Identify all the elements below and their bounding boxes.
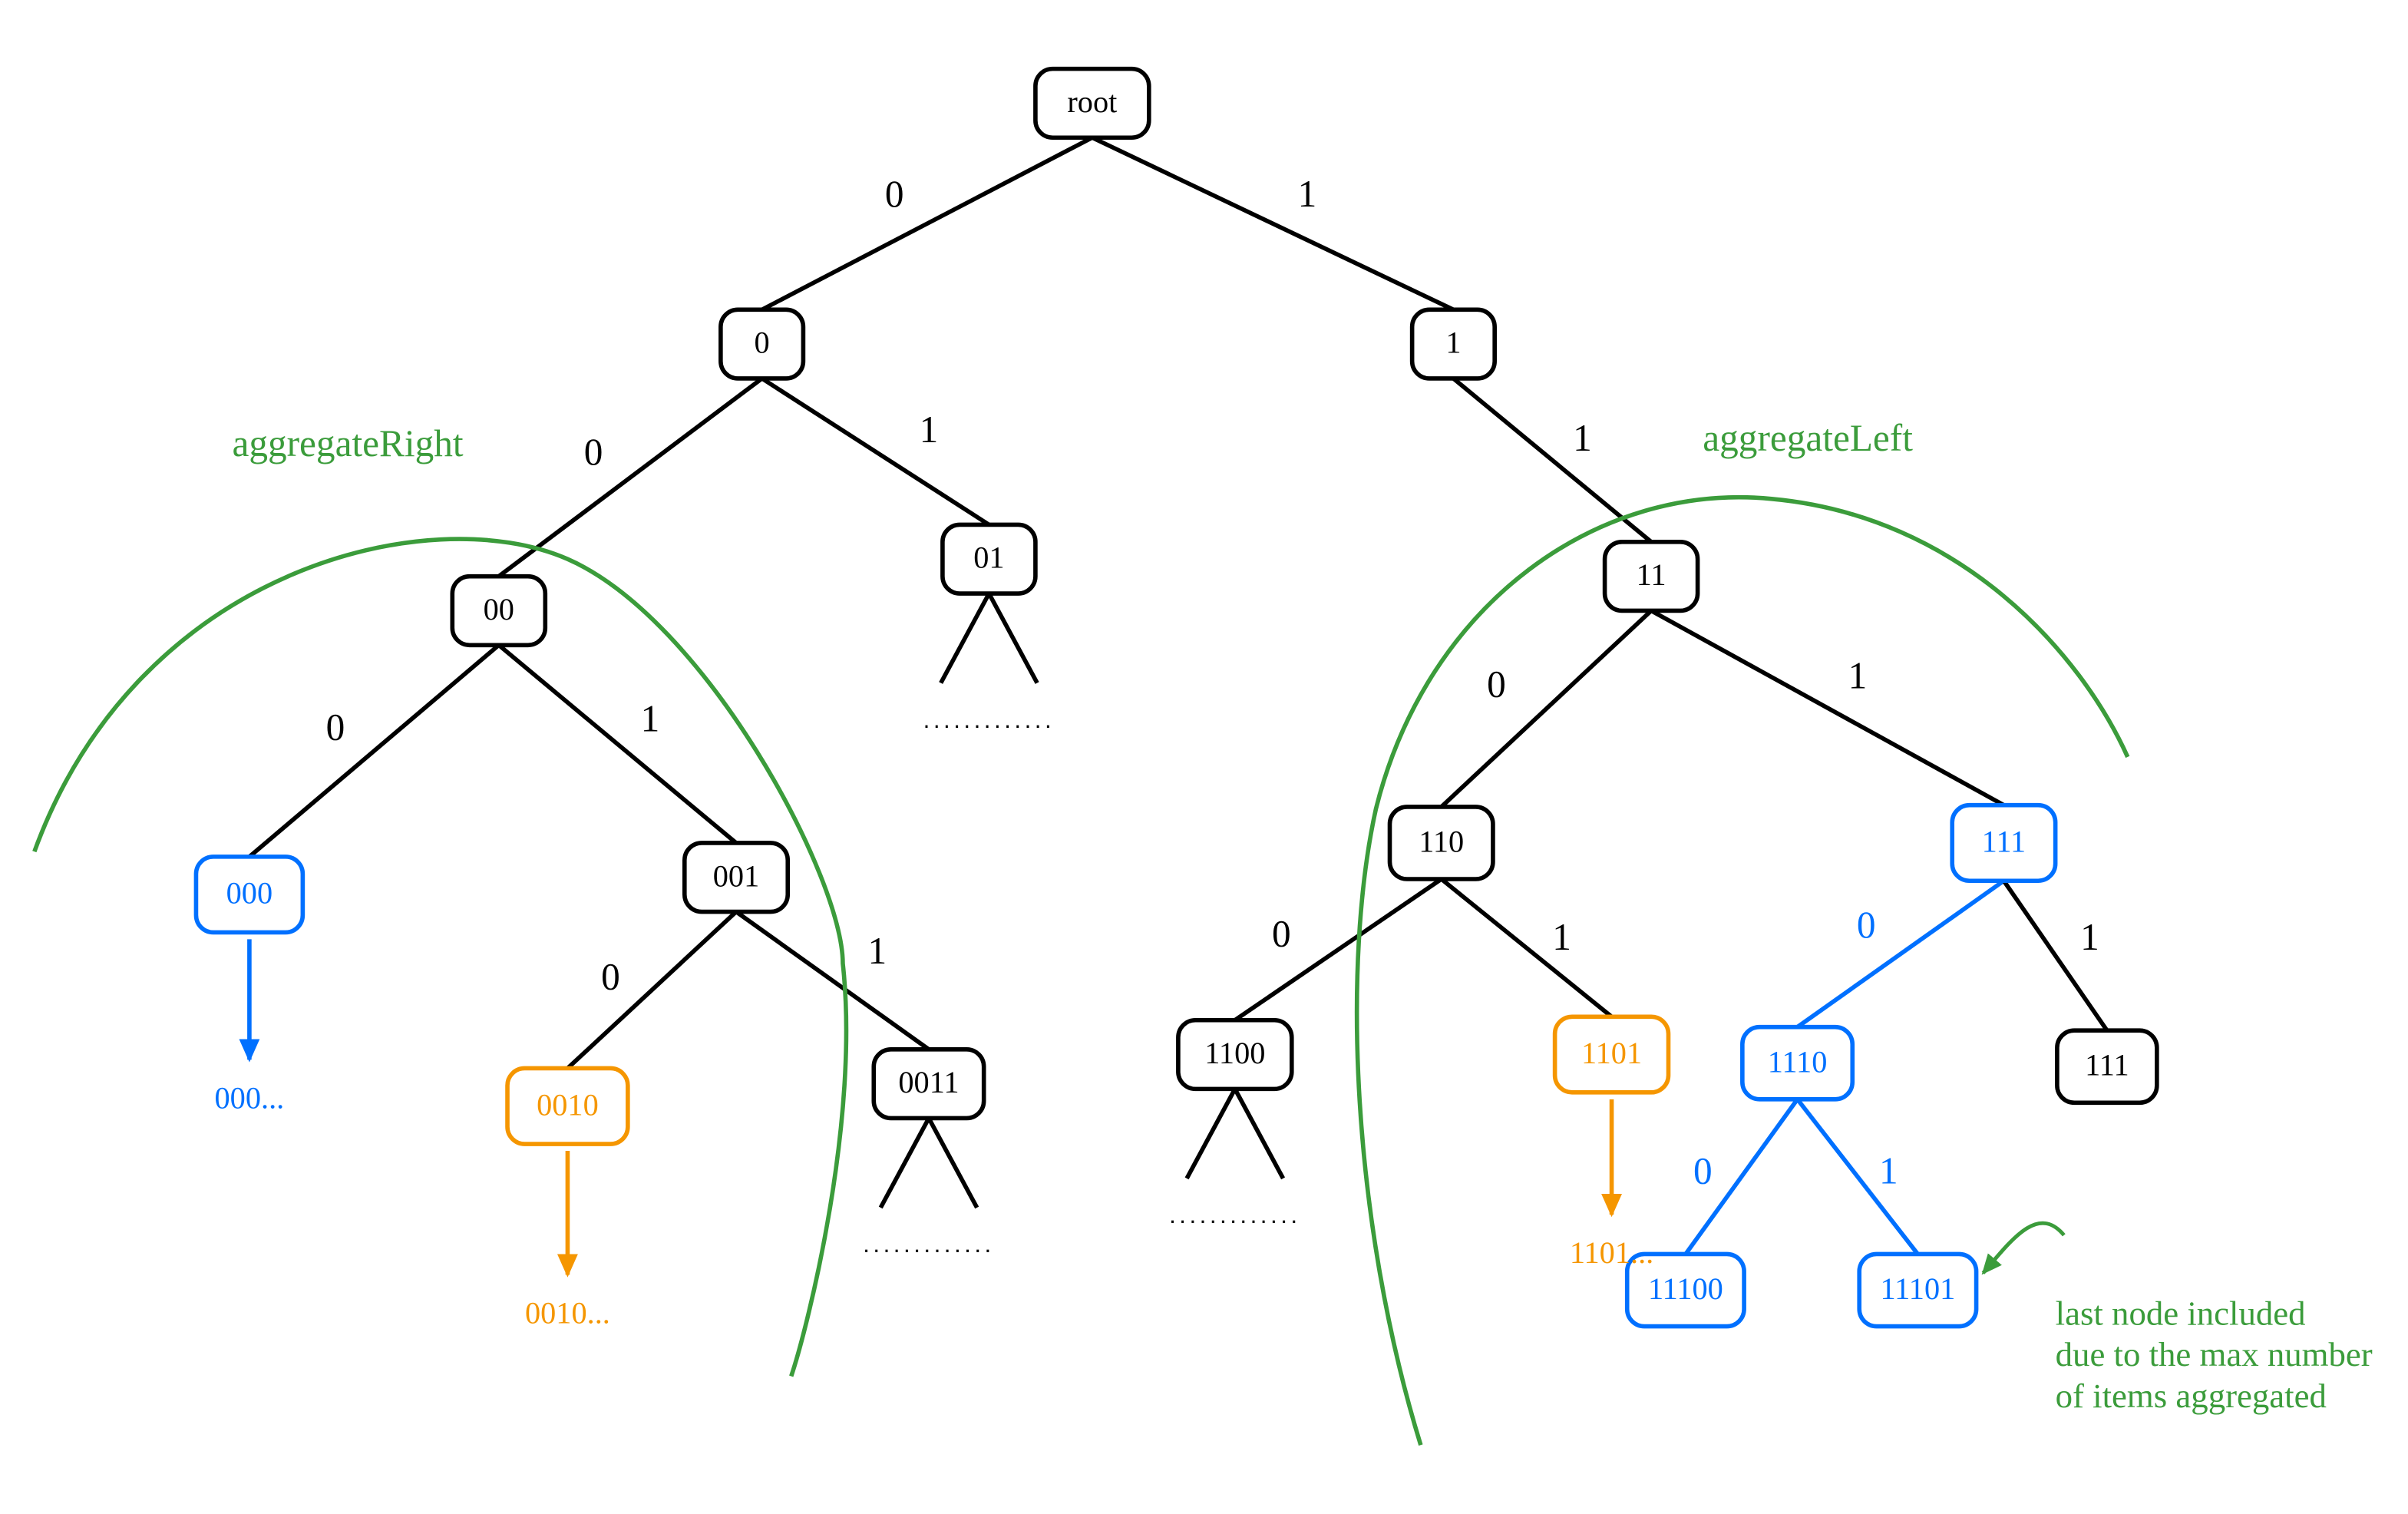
edge-label-n00-n000: 0 (326, 706, 345, 749)
node-n11: 11 (1605, 542, 1698, 611)
drop-label-n0010: 0010... (525, 1295, 610, 1330)
edge-label-n001-n0010: 0 (601, 955, 620, 997)
node-n1101: 1101 (1555, 1016, 1669, 1093)
node-label-n0011: 0011 (898, 1065, 959, 1099)
edge-n0-n01 (762, 378, 989, 524)
node-label-n111: 111 (1982, 824, 2026, 858)
edge-n001-n0010 (567, 912, 736, 1069)
subtree-dots-n1100: ............. (1169, 1202, 1301, 1228)
subtree-dots-n0011: ............. (863, 1231, 995, 1258)
node-n0011: 0011 (874, 1050, 983, 1119)
subtree-wedge-n1100 (1187, 1089, 1283, 1178)
node-label-n1111: 111 (2085, 1048, 2129, 1083)
edge-label-n110-n1101: 1 (1552, 916, 1571, 958)
node-n110: 110 (1389, 807, 1492, 879)
edge-n11-n111 (1651, 610, 2003, 805)
subtree-wedge-n01 (941, 593, 1037, 683)
node-root: root (1036, 69, 1149, 138)
edge-label-n00-n001: 1 (641, 697, 660, 739)
node-label-n01: 01 (973, 540, 1004, 575)
last-node-note-line2: due to the max number (2056, 1335, 2373, 1374)
agg_right-label: aggregateRight (232, 422, 463, 464)
edge-n1110-n11101 (1798, 1099, 1918, 1255)
node-n1: 1 (1412, 309, 1495, 378)
edge-label-n1-n11: 1 (1573, 417, 1592, 459)
node-n0010: 0010 (507, 1068, 628, 1144)
drop-label-n000: 000... (215, 1080, 285, 1115)
edge-n001-n0011 (736, 912, 929, 1050)
node-label-n11: 11 (1637, 557, 1666, 592)
node-label-n11100: 11100 (1648, 1271, 1723, 1306)
drop-label-n1101: 1101... (1570, 1235, 1653, 1270)
edge-label-n1110-n11100: 0 (1693, 1150, 1713, 1192)
node-n0: 0 (721, 309, 804, 378)
last-node-arrow (1984, 1223, 2064, 1273)
node-label-n0010: 0010 (537, 1087, 599, 1122)
edge-label-n0-n00: 0 (584, 431, 603, 473)
node-n111: 111 (1952, 805, 2055, 881)
subtree-dots-n01: ............. (923, 706, 1055, 733)
edge-root-n1 (1092, 137, 1454, 309)
node-n000: 000 (196, 857, 302, 933)
agg_left-label: aggregateLeft (1703, 417, 1913, 459)
node-label-root: root (1067, 84, 1117, 119)
edge-label-n111-n1111: 1 (2080, 916, 2099, 958)
node-label-n11101: 11101 (1880, 1271, 1955, 1306)
node-n11101: 11101 (1859, 1254, 1976, 1326)
node-n001: 001 (685, 843, 788, 912)
edge-n110-n1101 (1442, 879, 1612, 1016)
edge-label-n0-n01: 1 (920, 408, 939, 451)
node-label-n001: 001 (713, 858, 760, 893)
edge-label-n1110-n11101: 1 (1879, 1150, 1898, 1192)
last-node-note-line3: of items aggregated (2056, 1377, 2327, 1415)
node-label-n1101: 1101 (1581, 1036, 1642, 1070)
edge-label-n111-n1110: 0 (1857, 904, 1876, 946)
node-label-n00: 00 (484, 592, 514, 626)
edge-n111-n1110 (1798, 881, 2004, 1026)
subtree-wedge-n0011 (880, 1118, 976, 1208)
edge-n110-n1100 (1235, 879, 1442, 1020)
node-n1111: 111 (2057, 1030, 2157, 1102)
edge-label-root-n1: 1 (1298, 173, 1317, 215)
node-n00: 00 (452, 577, 545, 646)
binary-trie-diagram: 01011010101010101.......................… (0, 0, 2408, 1514)
edge-n11-n110 (1442, 610, 1651, 806)
node-n1100: 1100 (1178, 1020, 1292, 1089)
edge-label-n11-n110: 0 (1487, 663, 1506, 705)
edge-root-n0 (762, 137, 1092, 309)
node-label-n1100: 1100 (1204, 1036, 1265, 1070)
node-label-n0: 0 (755, 326, 770, 360)
node-n1110: 1110 (1742, 1027, 1852, 1099)
edge-label-n001-n0011: 1 (867, 930, 887, 972)
agg_right-curve (35, 539, 847, 1377)
node-label-n110: 110 (1419, 824, 1464, 858)
edge-label-n110-n1100: 0 (1272, 912, 1291, 954)
edge-label-n11-n111: 1 (1848, 654, 1868, 696)
node-n01: 01 (943, 524, 1036, 593)
node-label-n1: 1 (1445, 326, 1461, 360)
edge-n00-n000 (249, 645, 499, 857)
edge-label-root-n0: 0 (885, 173, 904, 215)
node-label-n1110: 1110 (1768, 1044, 1828, 1079)
node-label-n000: 000 (226, 876, 273, 911)
last-node-note-line1: last node included (2056, 1294, 2306, 1332)
